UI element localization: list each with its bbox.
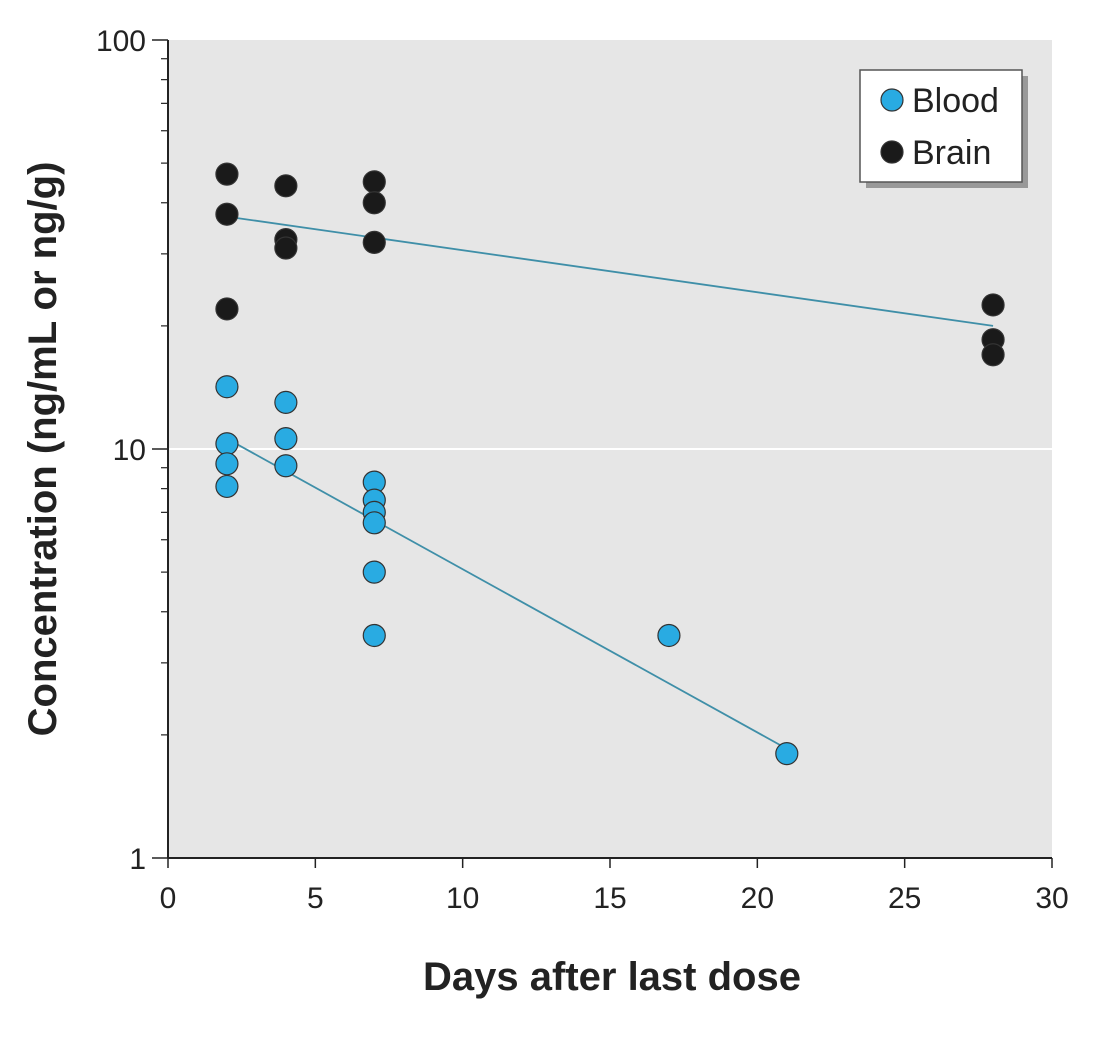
y-tick-label: 10 — [113, 434, 146, 467]
legend-label-blood: Blood — [912, 82, 999, 120]
trendline-blood — [226, 437, 788, 750]
data-point-blood — [657, 623, 681, 648]
x-tick-label: 10 — [446, 882, 479, 915]
trendlines — [226, 215, 994, 750]
data-point-brain — [362, 170, 386, 194]
x-axis-title: Days after last dose — [423, 955, 801, 999]
data-point-blood — [215, 375, 239, 399]
x-tick-label: 5 — [307, 882, 324, 915]
y-tick-label: 100 — [96, 25, 146, 58]
legend-box — [859, 69, 1023, 183]
x-tick-label: 30 — [1035, 882, 1068, 915]
data-point-blood — [362, 560, 386, 584]
data-point-brain — [215, 162, 239, 186]
data-point-brain — [362, 191, 386, 215]
data-point-blood — [215, 432, 239, 456]
data-point-brain — [274, 174, 298, 198]
data-point-blood — [362, 511, 386, 535]
y-tick-label: 1 — [129, 843, 146, 876]
data-point-brain — [215, 202, 239, 226]
legend: Blood Brain — [859, 69, 1028, 188]
data-point-blood — [274, 454, 298, 478]
legend-label-brain: Brain — [912, 134, 991, 172]
x-tick-label: 15 — [593, 882, 626, 915]
data-point-blood — [775, 741, 799, 766]
y-axis-ticks: 1 10 100 — [96, 25, 168, 876]
data-point-blood — [274, 427, 298, 451]
data-point-blood — [215, 474, 239, 499]
data-point-blood — [362, 623, 386, 648]
data-point-blood — [274, 390, 298, 414]
data-point-brain — [274, 236, 298, 260]
data-point-brain — [981, 343, 1005, 367]
x-axis-ticks: 0 5 10 15 20 25 30 — [160, 858, 1069, 915]
legend-marker-brain — [880, 140, 904, 164]
data-point-blood — [215, 452, 239, 476]
data-point-brain — [981, 293, 1005, 317]
data-point-brain — [362, 230, 386, 254]
x-tick-label: 20 — [741, 882, 774, 915]
data-point-brain — [215, 297, 239, 321]
y-axis-title: Concentration (ng/mL or ng/g) — [21, 162, 65, 737]
legend-marker-blood — [880, 88, 904, 112]
data-points — [215, 162, 1005, 766]
x-tick-label: 25 — [888, 882, 921, 915]
x-tick-label: 0 — [160, 882, 177, 915]
trendline-brain — [226, 215, 994, 327]
